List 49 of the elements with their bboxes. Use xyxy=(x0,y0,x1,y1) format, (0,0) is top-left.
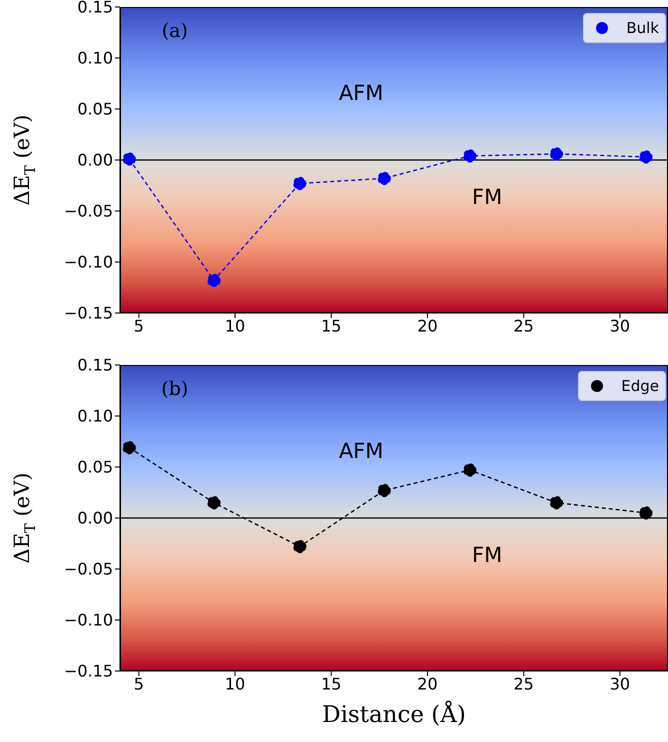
y-tick-label: −0.10 xyxy=(64,610,113,630)
x-tick-label: 5 xyxy=(134,316,144,336)
point xyxy=(293,176,306,190)
annotation: (b) xyxy=(161,378,188,400)
annotation: FM xyxy=(472,184,502,209)
y-tick-label: 0.15 xyxy=(77,356,113,375)
legend-label: Bulk xyxy=(626,18,659,39)
x-axis-title: Distance (Å) xyxy=(321,702,467,728)
point xyxy=(463,149,476,163)
y-tick-label: 0.15 xyxy=(77,0,113,17)
point xyxy=(122,440,136,454)
point xyxy=(207,496,221,510)
x-tick-label: 20 xyxy=(417,316,438,336)
point xyxy=(207,274,221,288)
legend-label: Edge xyxy=(621,376,659,397)
y-tick-label: 0.00 xyxy=(77,508,113,528)
y-tick-label: −0.15 xyxy=(64,662,113,681)
x-tick-label: 15 xyxy=(321,316,342,336)
y-tick-label: −0.05 xyxy=(64,202,113,221)
y-tick-label: −0.05 xyxy=(64,560,113,579)
x-tick-label: 10 xyxy=(224,316,246,336)
point xyxy=(378,172,391,186)
y-tick-label: −0.15 xyxy=(64,304,113,323)
y-tick-label: 0.05 xyxy=(77,458,113,477)
x-tick-label: 30 xyxy=(610,316,630,336)
x-tick-label: 5 xyxy=(134,674,144,694)
annotation: FM xyxy=(472,542,502,567)
point xyxy=(550,147,564,161)
x-tick-label: 20 xyxy=(417,674,438,694)
annotation: AFM xyxy=(338,438,384,463)
point xyxy=(463,463,476,477)
y-tick-label: 0.10 xyxy=(77,406,113,426)
y-tick-label: 0.05 xyxy=(77,100,113,119)
point xyxy=(122,152,136,166)
point xyxy=(378,484,391,498)
annotation: AFM xyxy=(338,80,384,105)
x-tick-label: 25 xyxy=(514,674,534,694)
x-tick-label: 15 xyxy=(321,674,342,694)
point xyxy=(550,496,564,510)
point xyxy=(639,506,653,520)
x-tick-label: 10 xyxy=(224,674,246,694)
y-tick-label: −0.10 xyxy=(64,252,113,272)
annotation: (a) xyxy=(162,20,188,42)
x-tick-label: 30 xyxy=(610,674,630,694)
point xyxy=(639,150,653,164)
point xyxy=(293,540,306,554)
y-tick-label: 0.10 xyxy=(77,48,113,68)
y-tick-label: 0.00 xyxy=(77,150,113,170)
x-tick-label: 25 xyxy=(514,316,534,336)
